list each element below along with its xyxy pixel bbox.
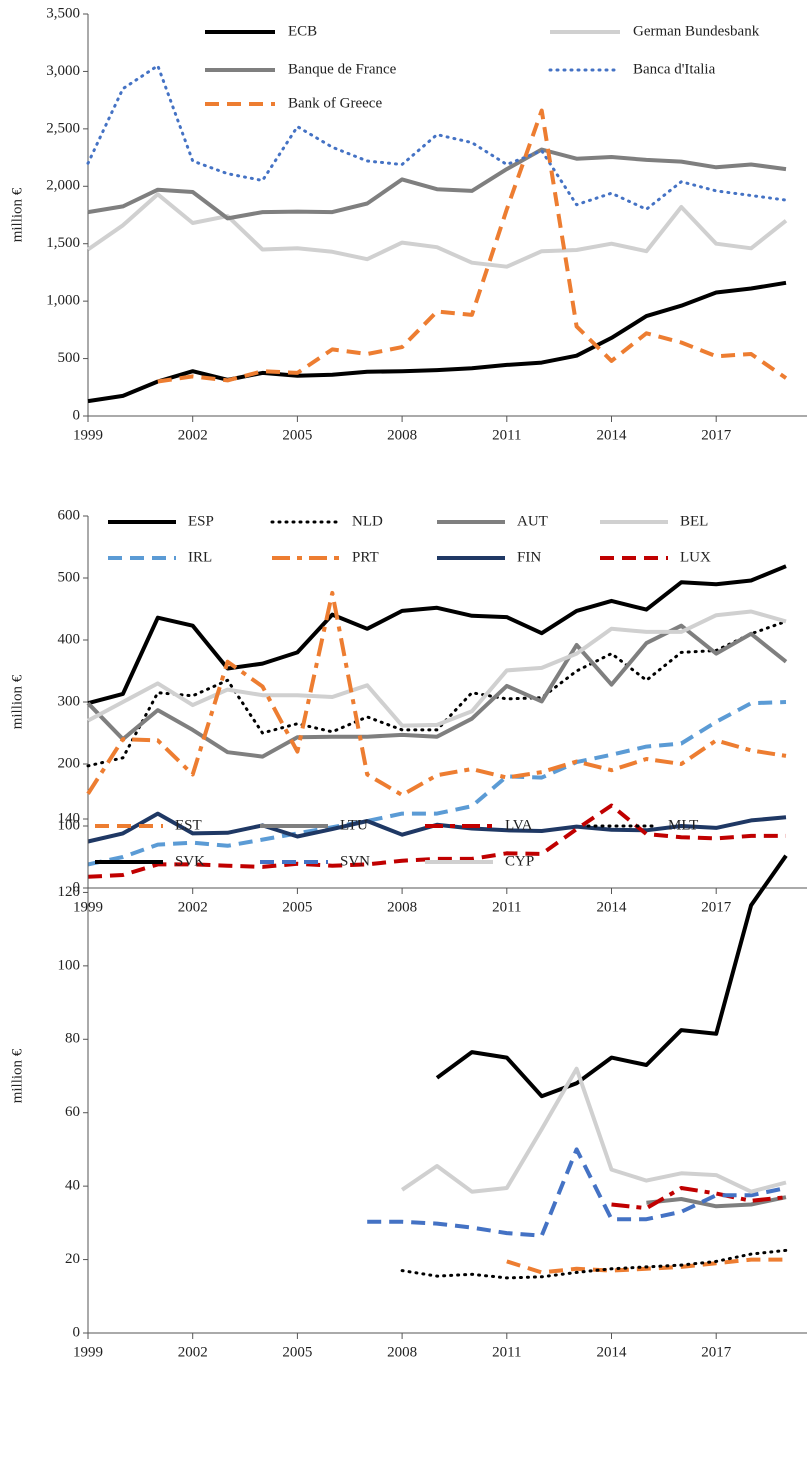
y-tick-label: 300 <box>58 693 81 709</box>
y-tick-label: 500 <box>58 350 81 366</box>
y-tick-label: 120 <box>58 884 81 900</box>
x-tick-label: 2008 <box>387 427 417 443</box>
x-tick-label: 2005 <box>282 427 312 443</box>
y-tick-label: 100 <box>58 957 81 973</box>
y-tick-label: 500 <box>58 569 81 585</box>
legend-label: MLT <box>668 817 698 833</box>
y-axis-label: million € <box>9 674 25 729</box>
x-tick-label: 2011 <box>492 1344 521 1360</box>
legend-label: NLD <box>352 513 383 529</box>
legend-label: CYP <box>505 853 534 869</box>
y-tick-label: 60 <box>65 1104 80 1120</box>
x-tick-label: 2005 <box>282 1344 312 1360</box>
x-tick-label: 2005 <box>282 899 312 915</box>
legend-label: LUX <box>680 549 711 565</box>
series-line <box>86 590 787 797</box>
series-line <box>400 1248 788 1280</box>
y-tick-label: 100 <box>58 817 81 833</box>
y-tick-label: 3,000 <box>46 63 80 79</box>
series-line <box>87 609 787 728</box>
series-line <box>87 147 787 221</box>
x-tick-label: 1999 <box>73 1344 103 1360</box>
y-tick-label: 2,500 <box>46 120 80 136</box>
y-tick-label: 80 <box>65 1031 80 1047</box>
y-tick-label: 0 <box>73 1324 81 1340</box>
x-tick-label: 2008 <box>387 899 417 915</box>
legend-label: PRT <box>352 549 379 565</box>
series-line <box>646 1195 787 1209</box>
legend-label: SVN <box>340 853 370 869</box>
y-tick-label: 1,500 <box>46 235 80 251</box>
legend-label: ESP <box>188 513 214 529</box>
x-tick-label: 2017 <box>701 1344 732 1360</box>
y-tick-label: 2,000 <box>46 178 80 194</box>
legend-label: LVA <box>505 817 533 833</box>
y-tick-label: 600 <box>58 507 81 523</box>
y-tick-label: 0 <box>73 407 81 423</box>
series-line <box>435 854 788 1099</box>
legend-label: AUT <box>517 513 548 529</box>
y-tick-label: 20 <box>65 1251 80 1267</box>
legend-label: Banca d'Italia <box>633 61 716 77</box>
y-tick-label: 3,500 <box>46 5 80 21</box>
series-line <box>367 1147 787 1238</box>
legend-label: Bank of Greece <box>288 95 382 111</box>
legend-label: German Bundesbank <box>633 23 760 39</box>
x-tick-label: 2011 <box>492 427 521 443</box>
series-line <box>87 280 787 404</box>
legend-label: Banque de France <box>288 61 397 77</box>
y-tick-label: 40 <box>65 1178 80 1194</box>
legend-label: LTU <box>340 817 368 833</box>
legend-label: BEL <box>680 513 708 529</box>
y-tick-label: 1,000 <box>46 293 80 309</box>
legend-label: SVK <box>175 853 205 869</box>
series-line <box>86 623 788 759</box>
series-line <box>87 803 786 879</box>
y-tick-label: 200 <box>58 755 81 771</box>
legend-label: EST <box>175 817 202 833</box>
x-tick-label: 2011 <box>492 899 521 915</box>
x-tick-label: 2014 <box>597 427 628 443</box>
series-line <box>87 564 787 706</box>
series-line <box>86 619 788 768</box>
series-line <box>506 1257 786 1275</box>
series-line <box>86 64 788 211</box>
x-tick-label: 2008 <box>387 1344 417 1360</box>
y-axis-label: million € <box>9 1048 25 1103</box>
y-tick-label: 400 <box>58 631 81 647</box>
legend-label: IRL <box>188 549 212 565</box>
x-tick-label: 2002 <box>178 899 208 915</box>
x-tick-label: 2002 <box>178 427 208 443</box>
legend-label: ECB <box>288 23 317 39</box>
series-line <box>400 1066 787 1194</box>
y-tick-label: 0 <box>73 879 81 895</box>
series-line <box>611 1186 787 1211</box>
y-axis-label: million € <box>9 187 25 242</box>
x-tick-label: 2014 <box>597 899 628 915</box>
y-tick-label: 140 <box>58 810 81 826</box>
x-tick-label: 2017 <box>701 899 732 915</box>
series-line <box>86 192 788 269</box>
x-tick-label: 2014 <box>597 1344 628 1360</box>
legend-label: FIN <box>517 549 541 565</box>
series-line <box>157 108 788 384</box>
series-line <box>87 700 787 867</box>
x-tick-label: 2017 <box>701 427 732 443</box>
x-tick-label: 1999 <box>73 427 103 443</box>
x-tick-label: 2002 <box>178 1344 208 1360</box>
